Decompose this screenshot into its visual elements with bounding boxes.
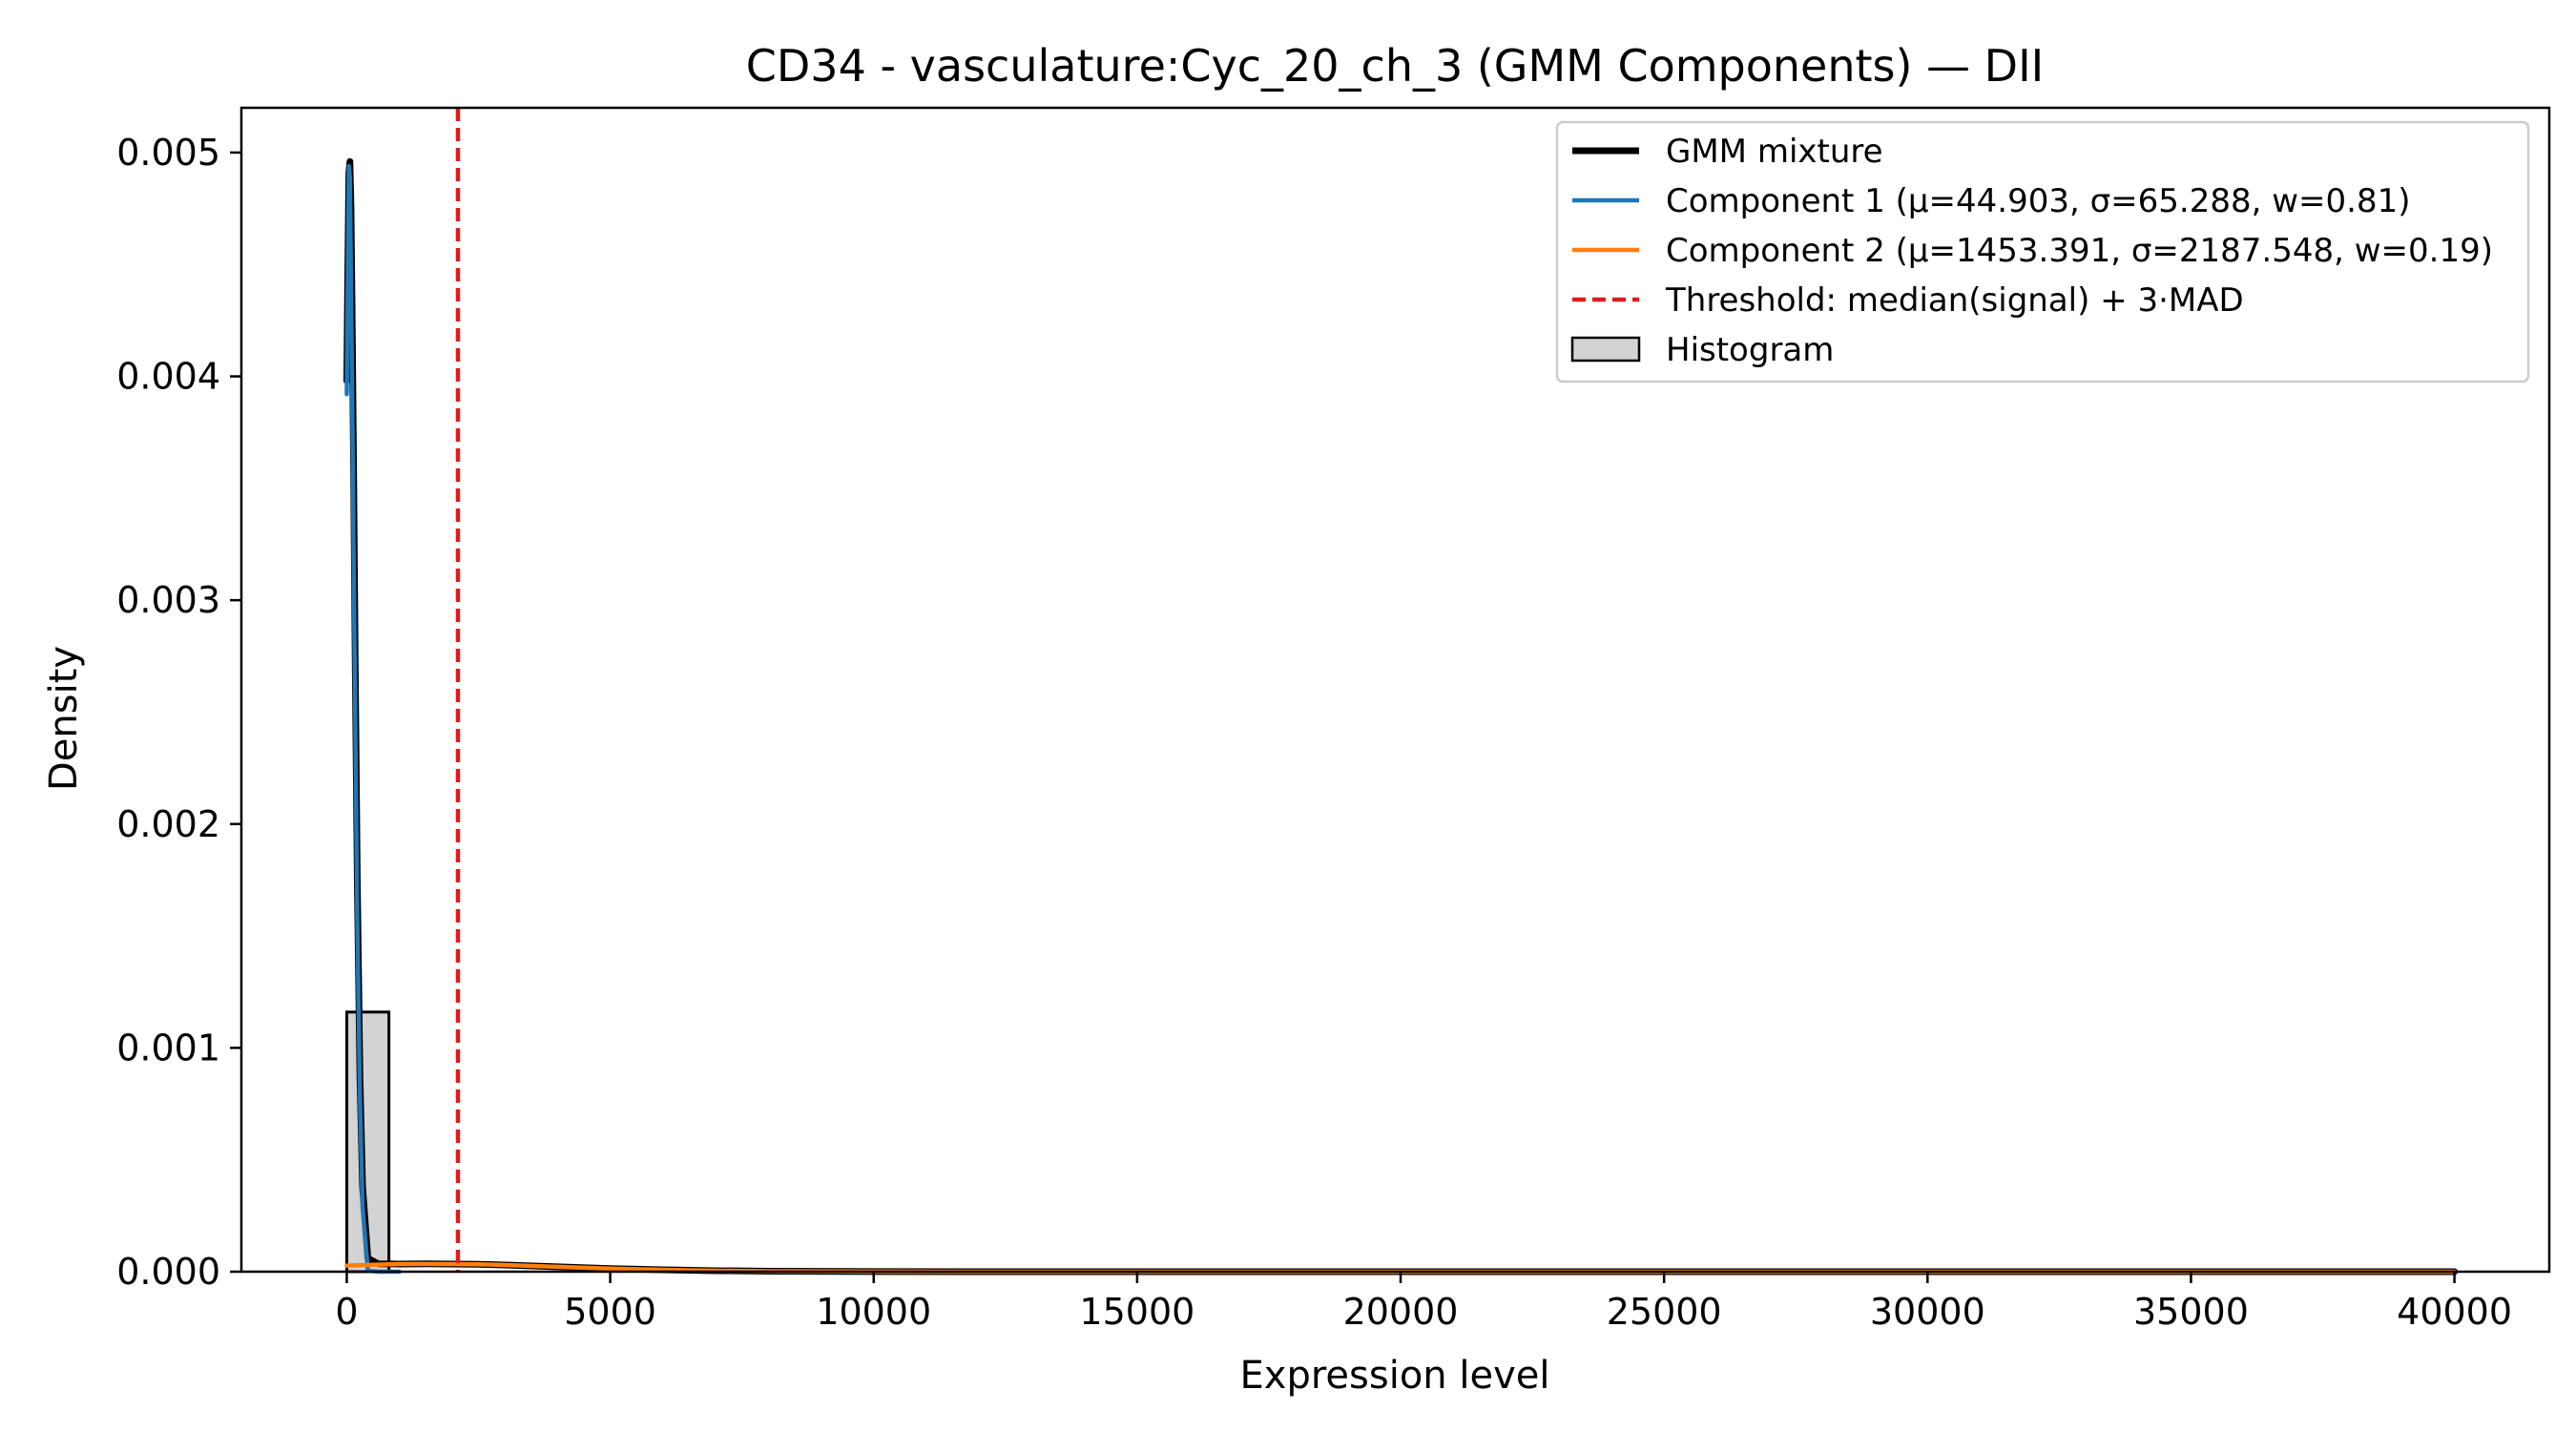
x-tick-label: 15000 — [1079, 1291, 1195, 1333]
legend-label: Histogram — [1666, 331, 1834, 369]
x-tick-label: 10000 — [816, 1291, 931, 1333]
plot-frame — [239, 106, 2551, 1274]
x-tick-label: 5000 — [564, 1291, 656, 1333]
y-tick-label: 0.000 — [116, 1251, 220, 1293]
series-line-2 — [344, 163, 402, 1275]
y-axis-label: Density — [42, 646, 86, 791]
y-tick-label: 0.002 — [116, 803, 220, 845]
y-tick-label: 0.004 — [116, 356, 220, 398]
legend-label: Threshold: median(signal) + 3·MAD — [1665, 281, 2244, 320]
x-tick-label: 0 — [335, 1291, 358, 1333]
x-tick-label: 30000 — [1870, 1291, 1985, 1333]
x-tick-label: 35000 — [2133, 1291, 2249, 1333]
legend-label: GMM mixture — [1666, 133, 1883, 171]
plot-area: 0 5000 10000 15000 20000 25000 30000 35000 40000… — [116, 106, 2551, 1333]
x-axis-label: Expression level — [1240, 1354, 1550, 1398]
y-tick-label: 0.001 — [116, 1027, 220, 1068]
legend: GMM mixture Component 1 (μ=44.903, σ=65.2… — [1555, 120, 2530, 384]
y-tick-label: 0.005 — [116, 132, 220, 174]
legend-label: Component 2 (μ=1453.391, σ=2187.548, w=0… — [1666, 232, 2493, 270]
x-tick-label: 25000 — [1607, 1291, 1722, 1333]
y-tick-label: 0.003 — [116, 579, 220, 621]
chart-title: CD34 - vasculature:Cyc_20_ch_3 (GMM Comp… — [746, 40, 2044, 92]
legend-box — [1555, 120, 2530, 384]
legend-label: Component 1 (μ=44.903, σ=65.288, w=0.81) — [1666, 182, 2411, 220]
legend-swatch — [1570, 336, 1641, 363]
x-tick-label: 20000 — [1343, 1291, 1459, 1333]
x-tick-label: 40000 — [2397, 1291, 2512, 1333]
